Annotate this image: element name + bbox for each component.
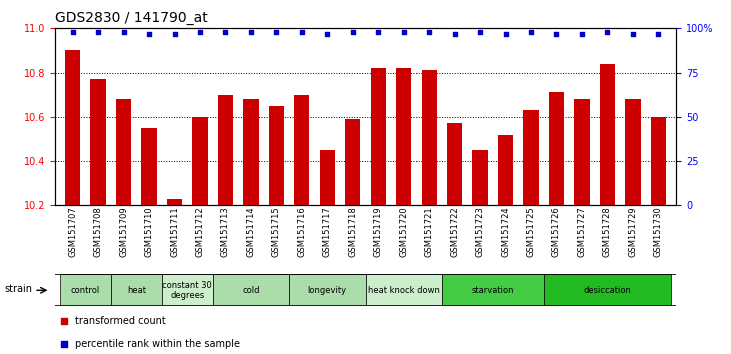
Text: GSM151713: GSM151713: [221, 207, 230, 257]
Text: transformed count: transformed count: [75, 316, 165, 326]
Text: GSM151729: GSM151729: [629, 207, 637, 257]
Point: [653, 31, 664, 36]
Text: GDS2830 / 141790_at: GDS2830 / 141790_at: [55, 11, 208, 25]
Bar: [111, 274, 162, 306]
Text: percentile rank within the sample: percentile rank within the sample: [75, 339, 240, 349]
Bar: [396, 68, 412, 205]
Bar: [651, 117, 666, 205]
Text: GSM151711: GSM151711: [170, 207, 179, 257]
Text: GSM151715: GSM151715: [272, 207, 281, 257]
Bar: [65, 51, 80, 205]
Text: GSM151730: GSM151730: [654, 207, 663, 257]
Point: [67, 29, 78, 35]
Text: GSM151728: GSM151728: [603, 207, 612, 257]
Bar: [442, 274, 544, 306]
Bar: [269, 106, 284, 205]
Point: [143, 31, 155, 36]
Bar: [60, 274, 111, 306]
Text: starvation: starvation: [471, 286, 514, 295]
Text: GSM151712: GSM151712: [195, 207, 205, 257]
Point: [245, 29, 257, 35]
Point: [627, 31, 639, 36]
Bar: [599, 64, 615, 205]
Point: [372, 29, 384, 35]
Bar: [447, 124, 462, 205]
Text: GSM151717: GSM151717: [323, 207, 332, 257]
Point: [118, 29, 129, 35]
Point: [322, 31, 333, 36]
Point: [449, 31, 461, 36]
Point: [576, 31, 588, 36]
Text: GSM151720: GSM151720: [399, 207, 408, 257]
Text: GSM151721: GSM151721: [425, 207, 433, 257]
Bar: [319, 150, 335, 205]
Bar: [371, 68, 386, 205]
Bar: [575, 99, 590, 205]
Text: GSM151707: GSM151707: [68, 207, 77, 257]
Text: heat: heat: [126, 286, 145, 295]
Point: [219, 29, 231, 35]
Text: GSM151719: GSM151719: [374, 207, 383, 257]
Text: GSM151709: GSM151709: [119, 207, 128, 257]
Text: GSM151718: GSM151718: [348, 207, 357, 257]
Bar: [116, 99, 132, 205]
Bar: [523, 110, 539, 205]
Bar: [289, 274, 366, 306]
Text: GSM151723: GSM151723: [476, 207, 485, 257]
Text: GSM151725: GSM151725: [526, 207, 536, 257]
Point: [58, 341, 70, 347]
Text: GSM151716: GSM151716: [298, 207, 306, 257]
Text: GSM151714: GSM151714: [246, 207, 255, 257]
Point: [423, 29, 435, 35]
Bar: [472, 150, 488, 205]
Point: [347, 29, 359, 35]
Text: control: control: [71, 286, 100, 295]
Bar: [218, 95, 233, 205]
Point: [58, 318, 70, 324]
Bar: [549, 92, 564, 205]
Bar: [141, 128, 156, 205]
Text: GSM151724: GSM151724: [501, 207, 510, 257]
Text: longevity: longevity: [308, 286, 347, 295]
Point: [550, 31, 562, 36]
Bar: [625, 99, 640, 205]
Text: GSM151710: GSM151710: [145, 207, 154, 257]
Text: cold: cold: [242, 286, 260, 295]
Text: GSM151708: GSM151708: [94, 207, 102, 257]
Bar: [498, 135, 513, 205]
Point: [602, 29, 613, 35]
Point: [474, 29, 486, 35]
Bar: [243, 99, 259, 205]
Point: [500, 31, 512, 36]
Bar: [422, 70, 437, 205]
Bar: [213, 274, 289, 306]
Point: [525, 29, 537, 35]
Point: [270, 29, 282, 35]
Point: [398, 29, 409, 35]
Text: strain: strain: [4, 284, 32, 294]
Bar: [294, 95, 309, 205]
Point: [194, 29, 206, 35]
Bar: [91, 79, 106, 205]
Point: [92, 29, 104, 35]
Bar: [345, 119, 360, 205]
Bar: [192, 117, 208, 205]
Text: heat knock down: heat knock down: [368, 286, 439, 295]
Bar: [366, 274, 442, 306]
Text: desiccation: desiccation: [583, 286, 632, 295]
Point: [169, 31, 181, 36]
Bar: [544, 274, 671, 306]
Text: GSM151722: GSM151722: [450, 207, 459, 257]
Text: constant 30
degrees: constant 30 degrees: [162, 281, 212, 300]
Text: GSM151726: GSM151726: [552, 207, 561, 257]
Point: [296, 29, 308, 35]
Bar: [167, 199, 182, 205]
Text: GSM151727: GSM151727: [577, 207, 586, 257]
Bar: [162, 274, 213, 306]
